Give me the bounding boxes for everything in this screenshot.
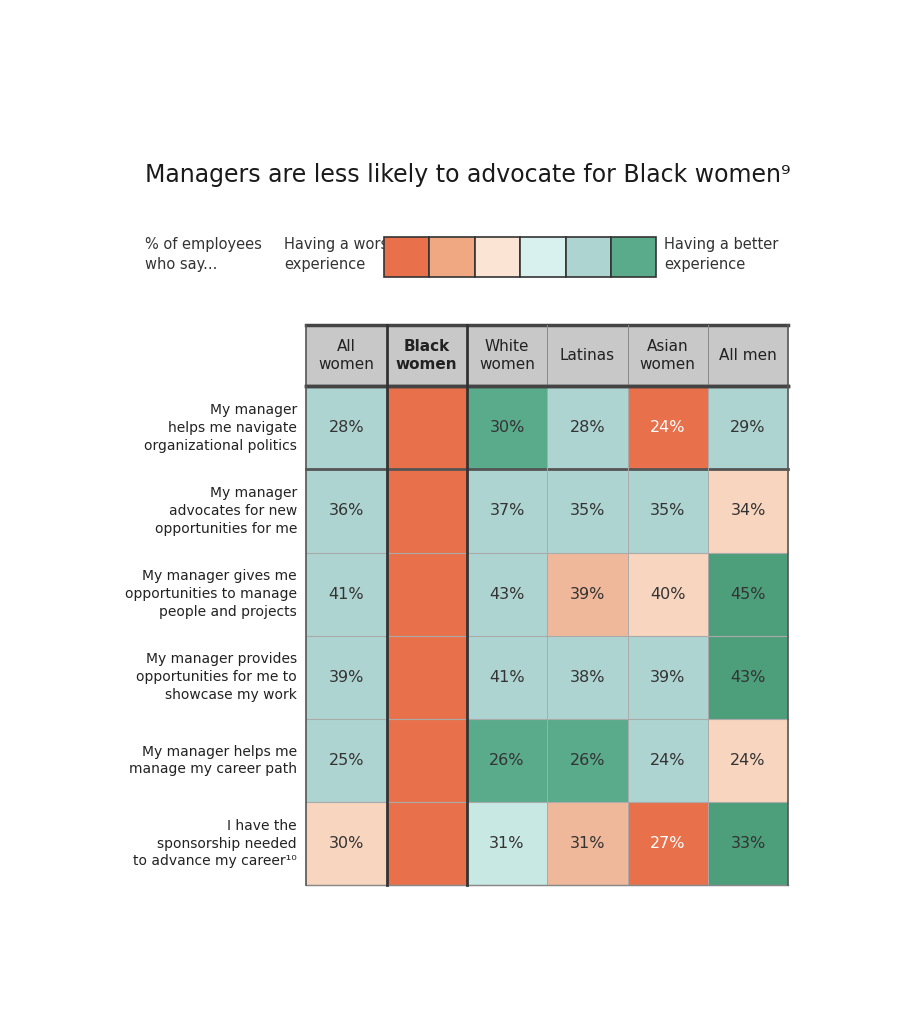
Text: All
women: All women <box>318 339 374 372</box>
Bar <box>306 469 386 553</box>
Bar <box>386 719 466 802</box>
Text: My manager provides
opportunities for me to
showcase my work: My manager provides opportunities for me… <box>136 652 297 702</box>
Text: 34%: 34% <box>730 504 765 518</box>
Text: 39%: 39% <box>569 587 604 602</box>
Text: 43%: 43% <box>730 670 765 685</box>
Text: Having a better
experience: Having a better experience <box>663 237 778 271</box>
Text: 41%: 41% <box>328 587 363 602</box>
Text: 22%: 22% <box>407 753 445 768</box>
Bar <box>306 719 386 802</box>
Bar <box>707 553 787 636</box>
Bar <box>429 237 474 276</box>
Bar <box>547 386 627 469</box>
Bar <box>707 636 787 719</box>
Text: 33%: 33% <box>730 837 765 851</box>
Bar <box>547 636 627 719</box>
Text: 29%: 29% <box>730 420 765 435</box>
Text: My manager
helps me navigate
organizational politics: My manager helps me navigate organizatio… <box>144 403 297 453</box>
Bar <box>547 553 627 636</box>
Text: 36%: 36% <box>328 504 363 518</box>
Text: 38%: 38% <box>569 670 605 685</box>
Text: I have the
sponsorship needed
to advance my career¹⁰: I have the sponsorship needed to advance… <box>133 819 297 868</box>
Text: Asian
women: Asian women <box>640 339 695 372</box>
Bar <box>466 386 547 469</box>
Text: 24%: 24% <box>650 753 685 768</box>
Text: My manager helps me
manage my career path: My manager helps me manage my career pat… <box>128 744 297 776</box>
Text: Managers are less likely to advocate for Black women⁹: Managers are less likely to advocate for… <box>145 163 789 187</box>
Bar <box>547 469 627 553</box>
Bar <box>519 237 565 276</box>
Text: 36%: 36% <box>407 670 445 685</box>
Bar <box>386 636 466 719</box>
Text: 43%: 43% <box>489 587 524 602</box>
Text: % of employees
who say...: % of employees who say... <box>145 237 261 271</box>
Text: Having a worse
experience: Having a worse experience <box>284 237 397 271</box>
Bar <box>627 636 707 719</box>
Text: 27%: 27% <box>650 837 685 851</box>
Text: 35%: 35% <box>650 504 685 518</box>
Text: 37%: 37% <box>489 504 524 518</box>
Bar <box>386 469 466 553</box>
Text: 25%: 25% <box>328 753 363 768</box>
Text: 31%: 31% <box>489 837 524 851</box>
Bar <box>306 386 386 469</box>
Text: 28%: 28% <box>328 420 363 435</box>
Text: 24%: 24% <box>650 420 685 435</box>
Bar <box>306 802 386 885</box>
Text: 30%: 30% <box>489 420 524 435</box>
Bar <box>466 719 547 802</box>
Bar <box>466 469 547 553</box>
Text: My manager gives me
opportunities to manage
people and projects: My manager gives me opportunities to man… <box>125 569 297 618</box>
Text: 26%: 26% <box>489 753 524 768</box>
Bar <box>466 553 547 636</box>
Text: Latinas: Latinas <box>559 348 614 362</box>
Bar <box>627 719 707 802</box>
Bar <box>306 325 787 386</box>
Bar <box>610 237 656 276</box>
Text: White
women: White women <box>478 339 535 372</box>
Text: 31%: 31% <box>569 837 605 851</box>
Bar <box>547 802 627 885</box>
Bar <box>627 469 707 553</box>
Bar <box>306 636 386 719</box>
Bar <box>565 237 610 276</box>
Bar <box>386 386 466 469</box>
Text: 39%: 39% <box>328 670 363 685</box>
Text: 24%: 24% <box>730 753 765 768</box>
Text: 29%: 29% <box>407 504 445 518</box>
Bar <box>386 553 466 636</box>
Bar <box>707 386 787 469</box>
Text: 36%: 36% <box>407 587 445 602</box>
Bar <box>627 802 707 885</box>
Bar <box>707 802 787 885</box>
Bar <box>547 719 627 802</box>
Text: 41%: 41% <box>488 670 525 685</box>
Text: 40%: 40% <box>650 587 685 602</box>
Text: 24%: 24% <box>407 420 445 435</box>
Bar <box>627 553 707 636</box>
Bar <box>474 237 519 276</box>
Bar <box>466 802 547 885</box>
Bar <box>707 469 787 553</box>
Text: 45%: 45% <box>730 587 765 602</box>
Text: 28%: 28% <box>569 420 605 435</box>
Text: 26%: 26% <box>569 753 605 768</box>
Bar <box>707 719 787 802</box>
Bar <box>306 553 386 636</box>
Text: 39%: 39% <box>650 670 685 685</box>
Text: My manager
advocates for new
opportunities for me: My manager advocates for new opportuniti… <box>154 486 297 536</box>
Text: 24%: 24% <box>407 837 445 851</box>
Text: All men: All men <box>719 348 776 362</box>
Text: 30%: 30% <box>328 837 363 851</box>
Bar <box>627 386 707 469</box>
Bar <box>384 237 429 276</box>
Bar <box>466 636 547 719</box>
Text: 35%: 35% <box>569 504 604 518</box>
Text: Black
women: Black women <box>395 339 457 372</box>
Bar <box>386 802 466 885</box>
